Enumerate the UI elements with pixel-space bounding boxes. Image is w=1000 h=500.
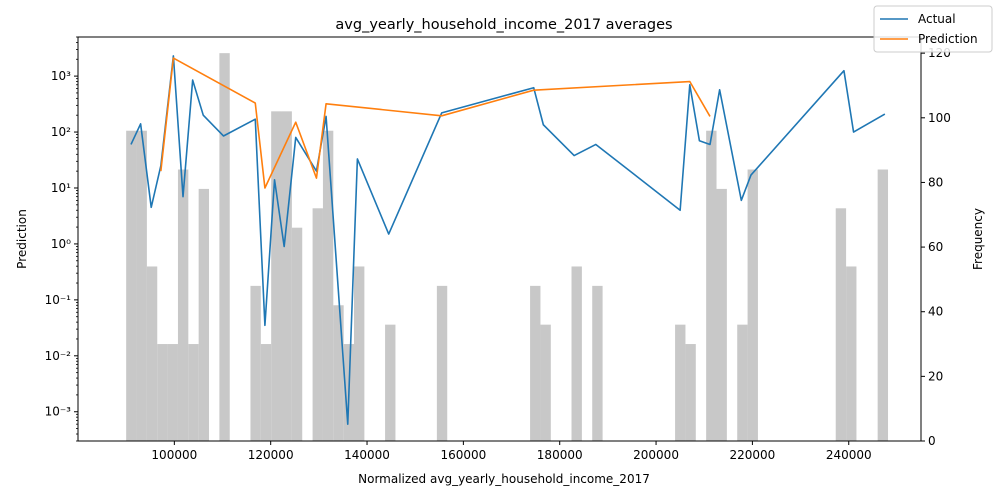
histogram-bar [835, 208, 847, 441]
histogram-bar [188, 344, 199, 441]
y-tick-label: 10¹ [51, 181, 71, 195]
histogram-bar [354, 266, 365, 441]
y-axis-left: 10⁻³ 10⁻² 10⁻¹ 10⁰ 10¹ 10² 10³ [45, 36, 78, 442]
histogram-bar [540, 324, 551, 441]
histogram-bar [281, 111, 292, 441]
legend-box [873, 5, 993, 53]
y-tick-label: 10⁰ [51, 237, 71, 251]
histogram-bar [219, 53, 230, 441]
histogram-bar [737, 324, 748, 441]
histogram-bar [136, 130, 147, 442]
histogram-bar [157, 344, 168, 441]
histogram-bar [291, 227, 303, 441]
x-tick-label: 180000 [537, 448, 583, 462]
histogram-layer [126, 53, 889, 442]
histogram-bar [167, 344, 178, 441]
x-tick-label: 220000 [729, 448, 775, 462]
histogram-bar [260, 344, 272, 441]
chart-title: avg_yearly_household_income_2017 average… [335, 17, 672, 33]
lines-layer [130, 55, 886, 425]
x-axis: 100000 120000 140000 160000 180000 200000 2200… [151, 441, 872, 462]
histogram-bar [333, 305, 344, 441]
histogram-bar [385, 324, 396, 441]
series-line-prediction [160, 57, 711, 189]
histogram-bar [706, 130, 717, 442]
histogram-bar [198, 188, 210, 441]
y2-tick-label: 0 [928, 434, 936, 448]
y-tick-label: 10⁻² [45, 349, 72, 363]
x-tick-label: 160000 [440, 448, 486, 462]
x-tick-label: 240000 [826, 448, 872, 462]
x-axis-label: Normalized avg_yearly_household_income_2… [358, 472, 650, 486]
y2-tick-label: 20 [928, 369, 943, 383]
y-tick-label: 10² [51, 125, 71, 139]
y-tick-label: 10³ [51, 69, 71, 83]
histogram-bar [846, 266, 857, 441]
histogram-bar [716, 188, 727, 441]
x-tick-label: 100000 [151, 448, 197, 462]
legend-label-prediction: Prediction [918, 32, 978, 46]
plot-frame [77, 36, 922, 442]
histogram-bar [250, 285, 261, 441]
histogram-bar [675, 324, 686, 441]
histogram-bar [592, 285, 603, 441]
y2-tick-label: 40 [928, 305, 943, 319]
y-tick-label: 10⁻³ [45, 405, 72, 419]
x-tick-label: 120000 [248, 448, 294, 462]
histogram-bar [571, 266, 582, 441]
histogram-bar [436, 285, 448, 441]
histogram-bar [530, 285, 541, 441]
histogram-bar [747, 169, 758, 441]
histogram-bar [322, 130, 334, 442]
y2-tick-label: 100 [928, 111, 951, 125]
y2-axis-label: Frequency [971, 208, 985, 270]
legend: Actual Prediction [873, 5, 993, 53]
histogram-bar [877, 169, 889, 441]
y-axis-label: Prediction [15, 209, 29, 269]
series-line-actual [130, 55, 886, 425]
y2-tick-label: 80 [928, 175, 943, 189]
histogram-bar [685, 344, 696, 441]
x-tick-label: 200000 [633, 448, 679, 462]
histogram-bar [146, 266, 158, 441]
y2-tick-label: 60 [928, 240, 943, 254]
x-tick-label: 140000 [344, 448, 390, 462]
legend-label-actual: Actual [918, 12, 956, 26]
histogram-bar [177, 169, 189, 441]
histogram-bar [126, 130, 137, 442]
y-tick-label: 10⁻¹ [45, 293, 72, 307]
histogram-bar [312, 208, 323, 441]
histogram-bar [271, 111, 282, 441]
